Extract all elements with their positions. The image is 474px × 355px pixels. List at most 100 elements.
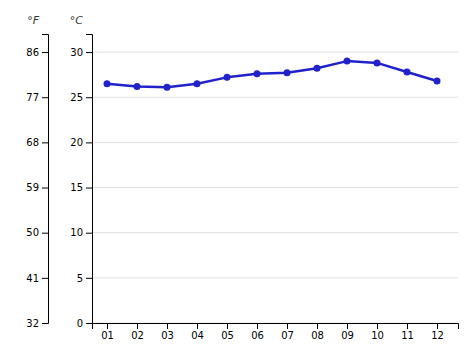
x-tick: 01 [101, 323, 114, 341]
tick-label: 06 [251, 330, 264, 341]
axis-title: °F [27, 14, 40, 27]
tick-label: 41 [26, 273, 39, 284]
tick-mark [437, 323, 438, 329]
grid [92, 52, 458, 323]
tick-mark [407, 323, 408, 329]
point [344, 58, 351, 65]
x-tick: 11 [401, 323, 414, 341]
tick-mark [42, 323, 48, 324]
tick-label: 02 [131, 330, 144, 341]
point [224, 74, 231, 81]
grid-line [92, 232, 458, 233]
tick-mark [107, 323, 108, 329]
y2-tick: 32 [26, 318, 48, 329]
y2-tick: 68 [26, 137, 48, 148]
tick-label: 08 [311, 330, 324, 341]
axis-title: °C [70, 14, 84, 27]
y-axis: 0 5 10 15 20 25 30 [70, 35, 92, 329]
x-tick: 04 [191, 323, 204, 341]
tick-mark [227, 323, 228, 329]
tick-label: 01 [101, 330, 114, 341]
tick-label: 77 [26, 92, 39, 103]
y2-tick: 50 [26, 227, 48, 238]
tick-label: 30 [70, 47, 83, 58]
tick-label: 10 [371, 330, 384, 341]
point [194, 80, 201, 87]
tick-label: 04 [191, 330, 204, 341]
tick-mark [86, 188, 92, 189]
y2-tick: 77 [26, 92, 48, 103]
x-tick: 02 [131, 323, 144, 341]
line [107, 61, 437, 87]
tick-label: 32 [26, 318, 39, 329]
tick-label: 11 [401, 330, 414, 341]
point [374, 59, 381, 66]
x-tick: 06 [251, 323, 264, 341]
grid-line [92, 277, 458, 278]
tick-mark [42, 278, 48, 279]
y2-axis: 32 41 50 59 68 77 86 [26, 35, 48, 329]
tick-mark [86, 97, 92, 98]
y-tick: 20 [70, 137, 92, 148]
tick-label: 07 [281, 330, 294, 341]
x-tick: 12 [431, 323, 444, 341]
point [404, 68, 411, 75]
tick-mark [42, 97, 48, 98]
point [164, 84, 171, 91]
tick-label: 12 [431, 330, 444, 341]
point [134, 83, 141, 90]
tick-mark [347, 323, 348, 329]
axis-line [93, 324, 459, 330]
grid-line [92, 187, 458, 188]
tick-label: 25 [70, 92, 83, 103]
tick-label: 15 [70, 182, 83, 193]
y-tick: 15 [70, 182, 92, 193]
tick-label: 10 [70, 227, 83, 238]
plot-area: 0102030405060708091011120510152025303241… [26, 14, 458, 341]
tick-mark [317, 323, 318, 329]
tick-mark [137, 323, 138, 329]
point [284, 69, 291, 76]
tick-label: 0 [77, 318, 83, 329]
y2-tick: 59 [26, 182, 48, 193]
x-tick: 05 [221, 323, 234, 341]
tick-label: 05 [221, 330, 234, 341]
tick-mark [42, 142, 48, 143]
tick-mark [257, 323, 258, 329]
tick-mark [86, 323, 92, 324]
y2-tick: 86 [26, 47, 48, 58]
axis-line [42, 35, 49, 324]
point [434, 77, 441, 84]
y-tick: 25 [70, 92, 92, 103]
point [314, 65, 321, 72]
grid-line [92, 142, 458, 143]
tick-mark [86, 233, 92, 234]
tick-label: 20 [70, 137, 83, 148]
tick-label: 59 [26, 182, 39, 193]
point [104, 80, 111, 87]
grid-line [92, 52, 458, 53]
y-tick: 0 [77, 318, 92, 329]
tick-label: 03 [161, 330, 174, 341]
x-tick: 03 [161, 323, 174, 341]
series [104, 58, 441, 91]
tick-mark [42, 233, 48, 234]
chart: 0102030405060708091011120510152025303241… [0, 0, 474, 355]
tick-mark [86, 278, 92, 279]
tick-label: 86 [26, 47, 39, 58]
tick-label: 5 [77, 273, 83, 284]
tick-mark [167, 323, 168, 329]
tick-mark [377, 323, 378, 329]
x-axis: 010203040506070809101112 [93, 323, 459, 341]
tick-mark [86, 142, 92, 143]
point [254, 70, 261, 77]
tick-mark [42, 188, 48, 189]
y-tick: 30 [70, 47, 92, 58]
x-tick: 08 [311, 323, 324, 341]
tick-mark [42, 52, 48, 53]
axis-line [86, 35, 93, 324]
x-tick: 10 [371, 323, 384, 341]
tick-label: 50 [26, 227, 39, 238]
tick-label: 68 [26, 137, 39, 148]
tick-mark [287, 323, 288, 329]
